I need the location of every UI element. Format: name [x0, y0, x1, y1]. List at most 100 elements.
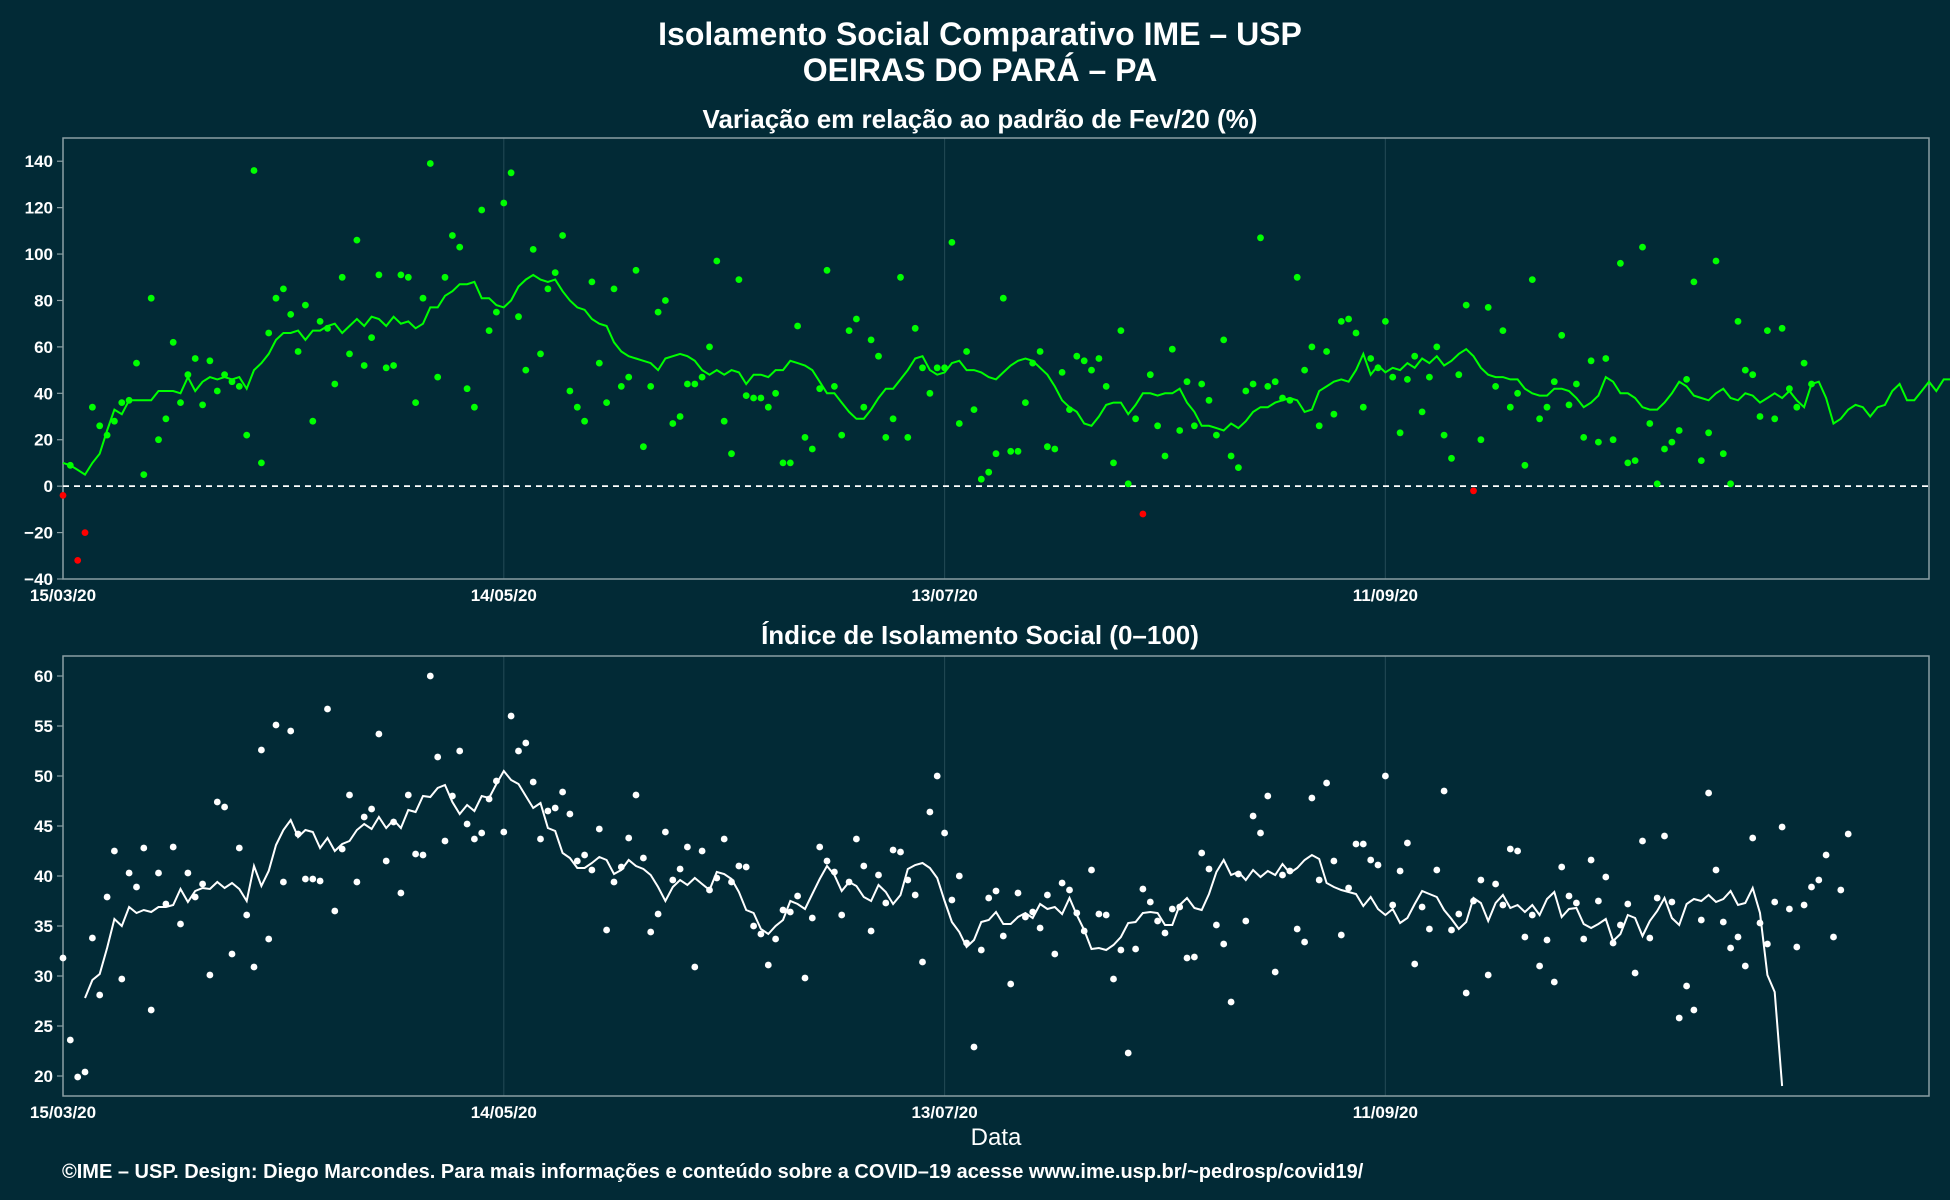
data-point	[640, 443, 647, 451]
data-point	[654, 308, 662, 316]
data-point	[59, 954, 67, 962]
data-point	[441, 273, 449, 281]
data-point	[456, 243, 464, 251]
data-point	[1161, 929, 1169, 937]
data-point	[1602, 355, 1610, 362]
data-point	[581, 851, 588, 859]
data-point	[750, 394, 757, 402]
data-point	[728, 878, 735, 886]
data-point	[1727, 480, 1734, 488]
data-point	[250, 167, 258, 174]
data-point	[404, 273, 412, 281]
data-point	[1051, 445, 1059, 453]
data-point	[1036, 348, 1044, 355]
data-point	[706, 343, 713, 351]
data-point	[346, 350, 353, 358]
data-point	[515, 747, 522, 755]
data-point	[1705, 789, 1712, 797]
data-point	[331, 907, 339, 915]
data-point	[595, 825, 603, 833]
data-point	[551, 269, 559, 276]
data-point	[463, 820, 471, 828]
data-point	[1227, 998, 1235, 1006]
data-point	[1815, 876, 1823, 884]
data-point	[1235, 464, 1242, 471]
data-point	[66, 461, 74, 469]
data-point	[742, 863, 750, 871]
data-point	[1242, 387, 1250, 395]
data-point	[1499, 327, 1507, 334]
data-point	[243, 911, 251, 919]
data-point	[1595, 438, 1602, 446]
data-point	[691, 963, 699, 971]
data-point	[816, 843, 824, 851]
data-point	[81, 529, 89, 536]
data-point	[1830, 933, 1837, 941]
data-point	[860, 862, 868, 870]
data-point	[772, 389, 779, 397]
data-point	[941, 364, 948, 372]
data-point	[1088, 366, 1095, 374]
data-point	[368, 805, 375, 813]
data-point	[831, 383, 838, 390]
data-point	[1580, 935, 1588, 943]
data-point	[1543, 403, 1551, 411]
data-point	[1293, 925, 1301, 933]
data-point	[316, 318, 324, 325]
data-point	[1484, 304, 1492, 311]
data-point	[125, 869, 133, 877]
data-point	[1719, 450, 1727, 458]
data-point	[177, 920, 184, 928]
data-point	[1359, 840, 1367, 848]
data-point	[610, 285, 618, 293]
data-point	[1668, 898, 1676, 906]
data-point	[713, 874, 721, 882]
data-point	[1573, 899, 1580, 907]
data-point	[544, 807, 552, 815]
y-tick-label: 50	[34, 767, 53, 786]
data-point	[1095, 910, 1103, 918]
data-point	[1066, 406, 1073, 413]
data-point	[933, 772, 941, 780]
data-point	[346, 791, 353, 799]
data-point	[1690, 1006, 1698, 1014]
data-point	[1124, 480, 1132, 488]
data-point	[434, 373, 442, 381]
data-point	[1411, 960, 1419, 968]
data-point	[1257, 829, 1264, 837]
data-point	[1558, 863, 1566, 871]
data-point	[1315, 422, 1323, 430]
data-point	[1653, 480, 1661, 488]
data-point	[977, 475, 985, 483]
data-point	[933, 364, 941, 372]
data-point	[632, 266, 640, 274]
data-point	[882, 434, 890, 441]
data-point	[1528, 911, 1536, 919]
data-point	[1396, 429, 1404, 437]
data-point	[1418, 408, 1426, 416]
data-point	[515, 313, 522, 321]
data-point	[493, 308, 500, 316]
data-point	[1536, 962, 1543, 970]
data-point	[1191, 953, 1198, 961]
data-point	[1683, 376, 1690, 383]
data-point	[1470, 487, 1477, 495]
data-point	[1382, 772, 1389, 780]
data-point	[735, 276, 743, 283]
data-point	[360, 813, 368, 821]
data-point	[478, 829, 486, 837]
data-point	[1382, 318, 1389, 325]
data-point	[573, 857, 581, 865]
y-tick-label: 20	[34, 1067, 53, 1086]
data-point	[970, 406, 978, 413]
data-point	[566, 387, 574, 395]
data-point	[625, 373, 633, 381]
data-point	[1786, 385, 1793, 393]
data-point	[507, 169, 515, 177]
data-point	[449, 232, 456, 239]
data-point	[412, 399, 419, 406]
data-point	[331, 380, 339, 388]
data-point	[1778, 324, 1786, 332]
data-point	[228, 378, 236, 386]
